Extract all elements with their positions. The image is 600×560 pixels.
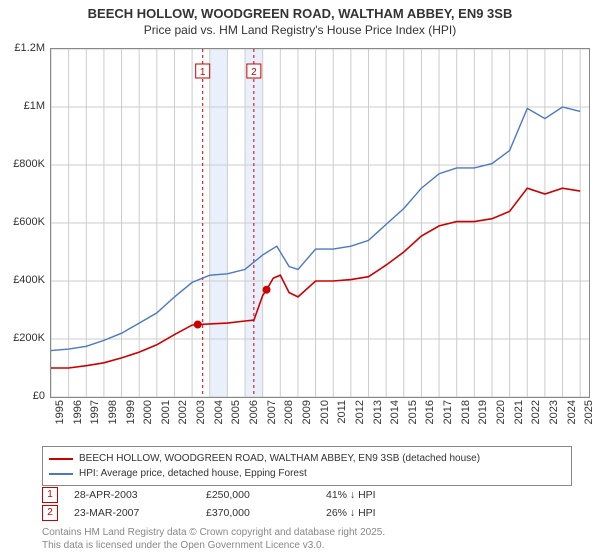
xtick-label: 1996	[72, 400, 84, 424]
xtick-label: 2019	[477, 400, 489, 424]
annotation-table: 1 28-APR-2003£250,00041% ↓ HPI 2 23-MAR-200…	[42, 486, 446, 522]
ytick-label: £600K	[3, 216, 45, 228]
legend-row: HPI: Average price, detached house, Eppi…	[49, 466, 565, 481]
xtick-label: 2023	[548, 400, 560, 424]
legend-swatch	[49, 473, 73, 475]
xtick-label: 2010	[319, 400, 331, 424]
ytick-label: £400K	[3, 274, 45, 286]
title-sub: Price paid vs. HM Land Registry's House …	[0, 23, 600, 37]
legend-text: BEECH HOLLOW, WOODGREEN ROAD, WALTHAM AB…	[79, 451, 480, 466]
annotation-row: 1 28-APR-2003£250,00041% ↓ HPI	[42, 486, 446, 504]
annotation-number-box: 2	[42, 505, 58, 521]
xtick-label: 2016	[424, 400, 436, 424]
annotation-label-number: 1	[200, 67, 206, 78]
xtick-label: 2020	[495, 400, 507, 424]
xtick-label: 2003	[195, 400, 207, 424]
xtick-label: 1997	[89, 400, 101, 424]
annotation-delta: 26% ↓ HPI	[326, 504, 446, 522]
xtick-label: 2001	[160, 400, 172, 424]
legend-row: BEECH HOLLOW, WOODGREEN ROAD, WALTHAM AB…	[49, 451, 565, 466]
xtick-label: 2022	[530, 400, 542, 424]
legend-swatch	[49, 458, 73, 460]
annotation-price: £370,000	[206, 504, 326, 522]
xtick-label: 2002	[177, 400, 189, 424]
xtick-label: 2012	[354, 400, 366, 424]
annotation-date: 23-MAR-2007	[74, 504, 206, 522]
xtick-label: 2025	[583, 400, 595, 424]
chart-page: BEECH HOLLOW, WOODGREEN ROAD, WALTHAM AB…	[0, 0, 600, 560]
ytick-label: £1M	[3, 100, 45, 112]
footer-line2: This data is licensed under the Open Gov…	[42, 539, 385, 552]
legend-text: HPI: Average price, detached house, Eppi…	[79, 466, 307, 481]
annotation-number-box: 1	[42, 487, 58, 503]
title-main: BEECH HOLLOW, WOODGREEN ROAD, WALTHAM AB…	[0, 6, 600, 21]
xtick-label: 2015	[407, 400, 419, 424]
footer-note: Contains HM Land Registry data © Crown c…	[42, 526, 385, 552]
xtick-label: 2009	[301, 400, 313, 424]
xtick-label: 2005	[230, 400, 242, 424]
ytick-label: £800K	[3, 158, 45, 170]
annotation-date: 28-APR-2003	[74, 486, 206, 504]
legend-box: BEECH HOLLOW, WOODGREEN ROAD, WALTHAM AB…	[42, 446, 572, 486]
title-block: BEECH HOLLOW, WOODGREEN ROAD, WALTHAM AB…	[0, 0, 600, 37]
chart-area: 12	[50, 48, 590, 398]
plot-svg: 12	[51, 49, 589, 397]
ytick-label: £1.2M	[3, 42, 45, 54]
ytick-label: £200K	[3, 332, 45, 344]
annotation-label-number: 2	[251, 67, 257, 78]
xtick-label: 2007	[266, 400, 278, 424]
annotation-delta: 41% ↓ HPI	[326, 486, 446, 504]
xtick-label: 2011	[336, 400, 348, 424]
ytick-label: £0	[3, 390, 45, 402]
xtick-label: 1999	[125, 400, 137, 424]
footer-line1: Contains HM Land Registry data © Crown c…	[42, 526, 385, 539]
xtick-label: 2014	[389, 400, 401, 424]
xtick-label: 2006	[248, 400, 260, 424]
xtick-label: 2013	[372, 400, 384, 424]
xtick-label: 1998	[107, 400, 119, 424]
xtick-label: 1995	[54, 400, 66, 424]
xtick-label: 2000	[142, 400, 154, 424]
xtick-label: 2024	[566, 400, 578, 424]
xtick-label: 2017	[442, 400, 454, 424]
xtick-label: 2004	[213, 400, 225, 424]
xtick-label: 2021	[513, 400, 525, 424]
annotation-row: 2 23-MAR-2007£370,00026% ↓ HPI	[42, 504, 446, 522]
annotation-price: £250,000	[206, 486, 326, 504]
xtick-label: 2018	[460, 400, 472, 424]
xtick-label: 2008	[283, 400, 295, 424]
